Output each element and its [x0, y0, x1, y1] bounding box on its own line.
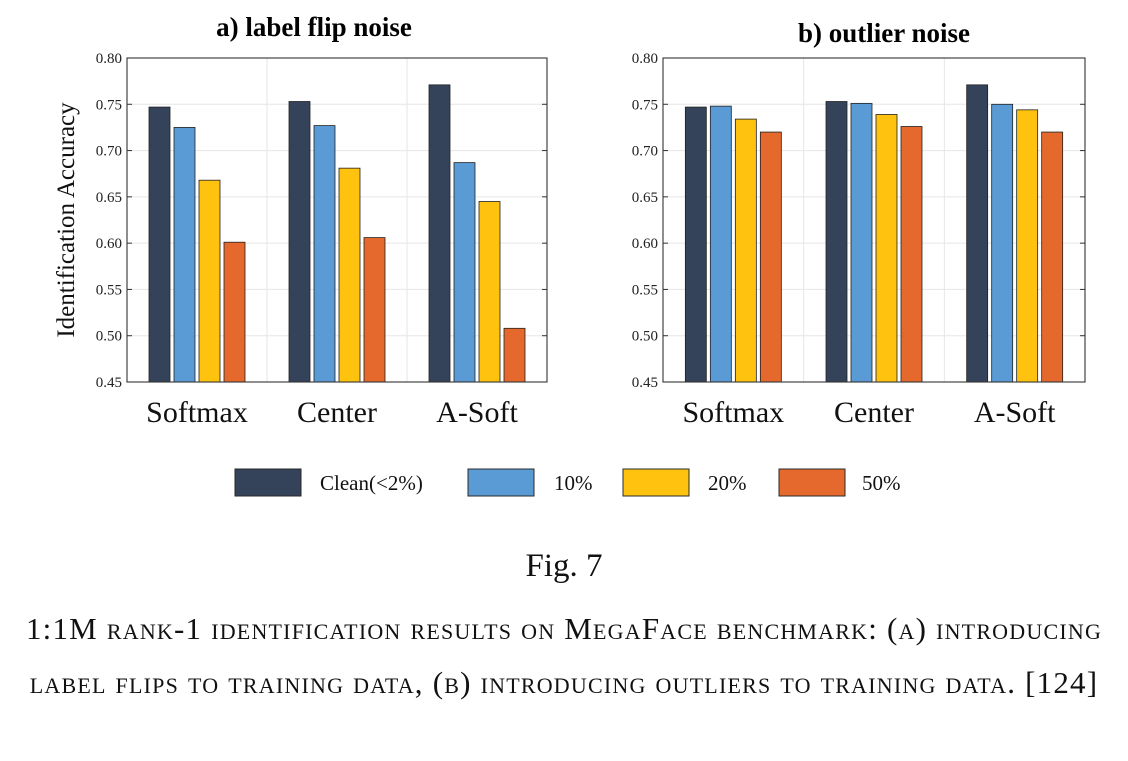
y-tick-label: 0.55: [632, 282, 658, 298]
bar: [223, 241, 246, 383]
plot-area: [663, 58, 1085, 382]
panel-title: a) label flip noise: [216, 12, 412, 42]
y-axis-label: Identification Accuracy: [53, 102, 80, 338]
x-category-label: A-Soft: [436, 396, 518, 429]
legend: Clean(<2%) 10% 20% 50%: [234, 468, 901, 497]
legend-label: Clean(<2%): [320, 471, 423, 495]
y-tick-label: 0.45: [96, 375, 122, 391]
y-tick-label: 0.60: [632, 236, 658, 252]
panel-label-flip-noise: a) label flip noise 0.45 0.50 0.55 0.60 0.65 0…: [53, 12, 548, 429]
y-tick-label: 0.50: [96, 329, 122, 345]
bar: [850, 102, 873, 383]
bar: [734, 118, 757, 383]
figure-caption: 1:1M rank-1 identification results on Me…: [25, 611, 1103, 700]
bar-chart-figure: a) label flip noise 0.45 0.50 0.55 0.60 0.65 0…: [53, 12, 1086, 497]
legend-label: 10%: [554, 471, 593, 495]
bar: [313, 125, 336, 383]
y-tick-label: 0.60: [96, 236, 122, 252]
y-tick-label: 0.75: [96, 97, 122, 113]
bar: [1041, 131, 1064, 383]
y-tick-label: 0.75: [632, 97, 658, 113]
x-category-label: Center: [297, 396, 377, 429]
y-tick-label: 0.80: [632, 51, 658, 67]
bar: [148, 106, 171, 383]
plot-area: [127, 58, 547, 382]
x-category-label: Softmax: [146, 396, 248, 429]
bar: [173, 127, 196, 383]
bar: [338, 167, 361, 383]
x-category-label: Center: [834, 396, 914, 429]
bar: [709, 105, 732, 383]
legend-label: 50%: [862, 471, 901, 495]
axis-frame: [126, 57, 548, 383]
panel-outlier-noise: b) outlier noise 0.45 0.50 0.55 0.60 0.65 0.70…: [632, 18, 1086, 429]
x-category-label: A-Soft: [974, 396, 1056, 429]
bar: [825, 101, 848, 383]
y-tick-label: 0.65: [632, 190, 658, 206]
bar: [1016, 109, 1039, 383]
bar: [503, 327, 526, 383]
legend-label: 20%: [708, 471, 747, 495]
bar: [991, 103, 1014, 383]
y-tick-label: 0.80: [96, 51, 122, 67]
y-tick-label: 0.55: [96, 282, 122, 298]
legend-swatch: [234, 468, 302, 497]
bar: [759, 131, 782, 383]
y-tick-label: 0.70: [96, 144, 122, 160]
y-tick-label: 0.70: [632, 144, 658, 160]
legend-swatch: [467, 468, 535, 497]
bar: [966, 84, 989, 383]
x-category-label: Softmax: [682, 396, 784, 429]
bar: [428, 84, 451, 383]
figure-label: Fig. 7: [525, 548, 603, 584]
bar: [198, 179, 221, 383]
axis-frame: [662, 57, 1086, 383]
y-tick-label: 0.65: [96, 190, 122, 206]
legend-swatch: [622, 468, 690, 497]
bar: [900, 126, 923, 383]
bar: [453, 162, 476, 383]
bar: [363, 237, 386, 383]
bar: [288, 101, 311, 383]
panel-title: b) outlier noise: [798, 18, 970, 48]
y-tick-label: 0.45: [632, 375, 658, 391]
bar: [684, 106, 707, 383]
legend-swatch: [778, 468, 846, 497]
bar: [875, 114, 898, 383]
bar: [478, 201, 501, 383]
y-tick-label: 0.50: [632, 329, 658, 345]
